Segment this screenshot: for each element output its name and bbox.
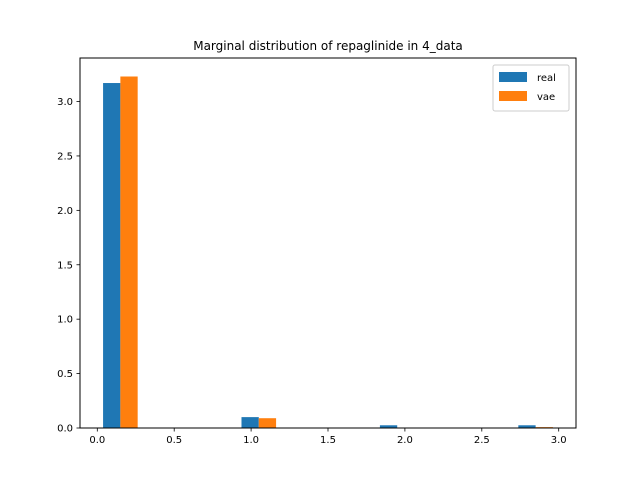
legend-swatch-real: [499, 72, 527, 82]
y-tick-label: 1.5: [57, 260, 73, 271]
x-tick-label: 1.0: [243, 435, 259, 446]
bars-layer: [103, 76, 553, 428]
bar-real-0: [103, 83, 121, 428]
x-axis: 0.0 0.5 1.0 1.5 2.0 2.5 3.0: [89, 428, 567, 446]
x-tick-label: 2.5: [474, 435, 490, 446]
y-tick-label: 1.0: [57, 315, 73, 326]
x-tick-label: 0.0: [89, 435, 105, 446]
y-tick-label: 0.0: [57, 424, 73, 435]
x-tick-label: 3.0: [551, 435, 567, 446]
y-tick-label: 0.5: [57, 369, 73, 380]
legend-label-real: real: [537, 73, 556, 84]
legend-label-vae: vae: [537, 92, 555, 103]
legend: real vae: [492, 64, 570, 112]
x-tick-label: 1.5: [320, 435, 336, 446]
legend-box: [492, 64, 570, 112]
y-tick-label: 2.5: [57, 151, 73, 162]
bar-real-3: [518, 425, 536, 428]
bar-real-2: [379, 425, 398, 428]
bar-vae-0: [120, 76, 138, 428]
y-tick-label: 3.0: [57, 97, 73, 108]
x-tick-label: 0.5: [166, 435, 182, 446]
y-axis: 0.0 0.5 1.0 1.5 2.0 2.5 3.0: [57, 97, 80, 435]
x-tick-label: 2.0: [397, 435, 413, 446]
bar-vae-1: [258, 418, 277, 428]
chart-title: Marginal distribution of repaglinide in …: [193, 39, 463, 53]
bar-real-1: [241, 417, 259, 428]
y-tick-label: 2.0: [57, 206, 73, 217]
legend-swatch-vae: [499, 91, 527, 101]
